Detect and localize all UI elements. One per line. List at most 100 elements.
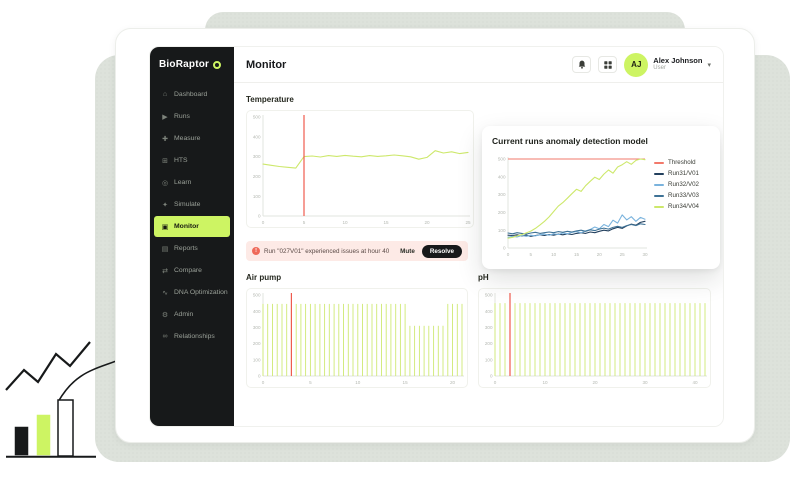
anomaly-card-title: Current runs anomaly detection model <box>492 136 648 146</box>
warning-icon: ! <box>252 247 260 255</box>
anomaly-legend: Threshold Run31/V01 Run32/V02 Run33/V03 Run3… <box>654 153 710 259</box>
mute-button[interactable]: Mute <box>400 247 415 255</box>
sidebar-item-simulate[interactable]: ✦ Simulate <box>154 194 230 215</box>
notifications-button[interactable] <box>572 56 592 73</box>
sidebar-item-label: Runs <box>174 113 190 120</box>
ph-section: pH 0 100 200 300 400 500 0 10 20 30 40 <box>478 271 711 388</box>
svg-text:10: 10 <box>355 380 361 385</box>
temperature-title: Temperature <box>246 95 294 104</box>
svg-text:300: 300 <box>253 154 261 159</box>
main-area: Monitor <box>234 47 723 426</box>
logo: BioRaptor <box>150 47 234 84</box>
airpump-chart: 0 100 200 300 400 500 0 5 10 15 20 <box>246 288 468 388</box>
laptop-screen: BioRaptor ⌂ Dashboard ▶ Runs ✚ Measure ⊞ HTS ◎ Le… <box>115 28 755 443</box>
svg-text:400: 400 <box>498 174 506 179</box>
svg-text:100: 100 <box>485 357 493 362</box>
network-icon: ∞ <box>162 333 168 340</box>
legend-label: Threshold <box>668 159 696 166</box>
svg-text:300: 300 <box>498 192 506 197</box>
grid-icon <box>604 60 612 69</box>
user-info: Alex Johnson User <box>653 56 702 72</box>
legend-swatch <box>654 172 664 175</box>
airpump-title: Air pump <box>246 273 282 282</box>
anomaly-chart: 0 100 200 300 400 500 0 5 10 15 20 25 30 <box>492 153 650 259</box>
user-name: Alex Johnson <box>653 56 703 66</box>
svg-text:0: 0 <box>490 374 493 379</box>
legend-item: Run31/V01 <box>654 170 710 177</box>
svg-text:0: 0 <box>258 214 261 219</box>
sidebar-item-label: Relationships <box>174 333 215 340</box>
svg-text:0: 0 <box>262 380 265 385</box>
svg-text:0: 0 <box>503 246 506 251</box>
resolve-button[interactable]: Resolve <box>421 244 462 258</box>
anomaly-card: Current runs anomaly detection model 0 10… <box>482 126 720 269</box>
sidebar-item-label: Learn <box>174 179 192 186</box>
ph-chart: 0 100 200 300 400 500 0 10 20 30 40 <box>478 288 711 388</box>
sidebar-item-learn[interactable]: ◎ Learn <box>154 172 230 193</box>
svg-text:400: 400 <box>253 309 261 314</box>
svg-text:25: 25 <box>465 220 471 225</box>
sidebar-item-label: HTS <box>174 157 188 164</box>
sidebar-item-measure[interactable]: ✚ Measure <box>154 128 230 149</box>
sidebar-item-monitor[interactable]: ▣ Monitor <box>154 216 230 237</box>
svg-text:0: 0 <box>494 380 497 385</box>
sidebar-item-label: Measure <box>174 135 201 142</box>
sidebar-item-compare[interactable]: ⇄ Compare <box>154 260 230 281</box>
pin-icon: ◎ <box>161 179 169 187</box>
legend-swatch <box>654 194 664 197</box>
header: Monitor <box>234 47 723 83</box>
compare-icon: ⇄ <box>162 267 168 275</box>
app-window: BioRaptor ⌂ Dashboard ▶ Runs ✚ Measure ⊞ HTS ◎ Le… <box>149 46 724 427</box>
svg-text:40: 40 <box>692 380 698 385</box>
sidebar-item-label: Monitor <box>174 223 199 230</box>
svg-text:400: 400 <box>253 134 261 139</box>
svg-text:15: 15 <box>574 252 580 257</box>
sidebar-item-dashboard[interactable]: ⌂ Dashboard <box>154 84 230 105</box>
svg-text:15: 15 <box>383 220 389 225</box>
ph-title: pH <box>478 273 489 282</box>
svg-text:10: 10 <box>551 252 557 257</box>
svg-text:200: 200 <box>253 174 261 179</box>
airpump-section: Air pump 0 100 200 300 400 500 0 5 10 15 20 <box>246 271 468 388</box>
svg-text:400: 400 <box>485 309 493 314</box>
svg-text:20: 20 <box>450 380 456 385</box>
sidebar-item-label: Compare <box>174 267 202 274</box>
logo-badge-icon <box>213 60 222 69</box>
svg-text:30: 30 <box>642 380 648 385</box>
sidebar-item-relationships[interactable]: ∞ Relationships <box>154 326 230 347</box>
legend-label: Run31/V01 <box>668 170 699 177</box>
avatar: AJ <box>624 52 649 77</box>
apps-button[interactable] <box>598 56 618 73</box>
sidebar-item-runs[interactable]: ▶ Runs <box>154 106 230 127</box>
decorative-bar-green <box>35 413 52 457</box>
svg-text:100: 100 <box>498 228 506 233</box>
user-menu[interactable]: AJ Alex Johnson User ▾ <box>624 52 711 77</box>
grid-icon: ⊞ <box>162 157 168 165</box>
decorative-bar-outline <box>57 399 74 457</box>
svg-text:200: 200 <box>485 341 493 346</box>
sidebar-item-dna-optimization[interactable]: ∿ DNA Optimization <box>154 282 230 303</box>
sidebar-item-hts[interactable]: ⊞ HTS <box>154 150 230 171</box>
svg-text:25: 25 <box>620 252 626 257</box>
legend-swatch <box>654 161 664 164</box>
flask-icon: ✦ <box>162 201 168 209</box>
sidebar-item-label: Dashboard <box>174 91 208 98</box>
user-role: User <box>653 65 666 72</box>
monitor-icon: ▣ <box>161 223 169 231</box>
report-icon: ▤ <box>161 245 169 253</box>
legend-item: Run34/V04 <box>654 203 710 210</box>
sidebar-item-reports[interactable]: ▤ Reports <box>154 238 230 259</box>
legend-label: Run33/V03 <box>668 192 699 199</box>
temperature-section: Temperature 0 100 200 300 400 500 0 5 10 15 20 25 <box>246 95 474 228</box>
sidebar-item-admin[interactable]: ⚙ Admin <box>154 304 230 325</box>
play-icon: ▶ <box>162 113 168 121</box>
svg-text:200: 200 <box>498 210 506 215</box>
decorative-bar-dark <box>13 425 30 457</box>
svg-text:100: 100 <box>253 357 261 362</box>
legend-item: Run32/V02 <box>654 181 710 188</box>
legend-item: Run33/V03 <box>654 192 710 199</box>
svg-text:300: 300 <box>253 325 261 330</box>
alert-banner: ! Run "027V01" experienced issues at hou… <box>246 241 468 261</box>
bell-icon <box>578 60 585 69</box>
